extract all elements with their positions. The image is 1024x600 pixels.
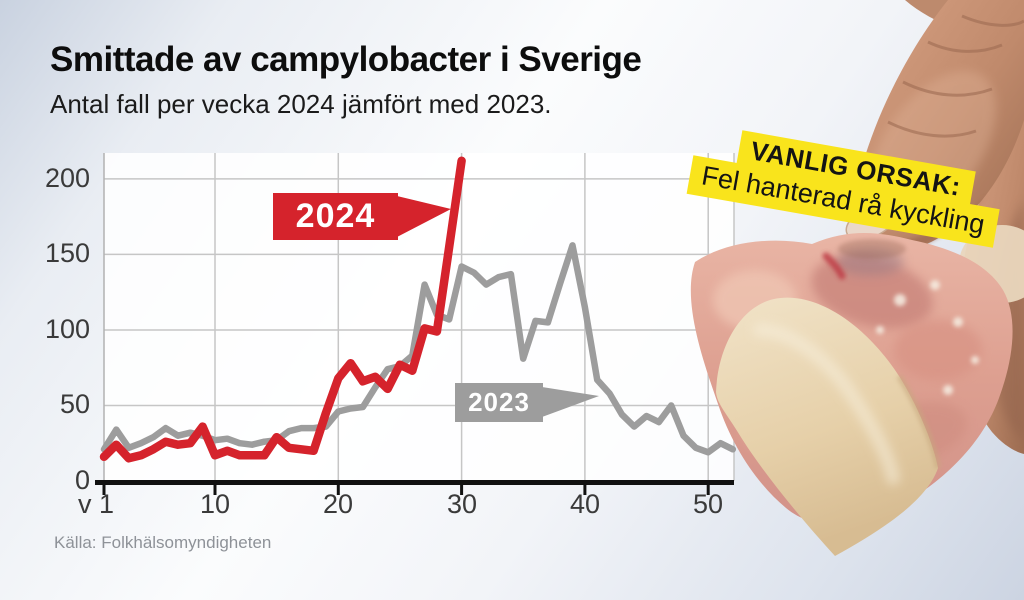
x-tick-label: 40	[569, 489, 601, 519]
line-2024	[99, 156, 466, 463]
page-subtitle: Antal fall per vecka 2024 jämfört med 20…	[50, 89, 552, 119]
chicken-skin-flap	[716, 297, 941, 556]
hand-holding-raw-chicken-photo	[690, 0, 1024, 556]
source-credit: Källa: Folkhälsomyndigheten	[54, 533, 272, 552]
x-tick-label: 10	[199, 489, 231, 519]
y-tick-label: 200	[44, 163, 90, 193]
series-label-2023-arrow-icon	[542, 387, 599, 417]
x-tick-label: 20	[322, 489, 354, 519]
x-tick-label: 30	[446, 489, 478, 519]
y-tick-label: 150	[44, 238, 90, 268]
page-title: Smittade av campylobacter i Sverige	[50, 40, 642, 79]
series-label-2024-arrow-icon	[397, 196, 451, 237]
y-tick-label: 0	[74, 465, 90, 495]
header: Smittade av campylobacter i Sverige Anta…	[50, 40, 642, 120]
y-tick-label: 100	[44, 314, 90, 344]
series-label-2023: 2023	[455, 383, 599, 422]
x-tick-label: 50	[692, 489, 724, 519]
series-label-2024-text: 2024	[295, 197, 376, 235]
x-tick-label: v 1	[77, 489, 115, 519]
meat-red-streak	[822, 252, 846, 280]
y-tick-label: 50	[59, 389, 90, 419]
series-label-2023-text: 2023	[468, 387, 530, 417]
series-label-2024: 2024	[273, 193, 451, 240]
